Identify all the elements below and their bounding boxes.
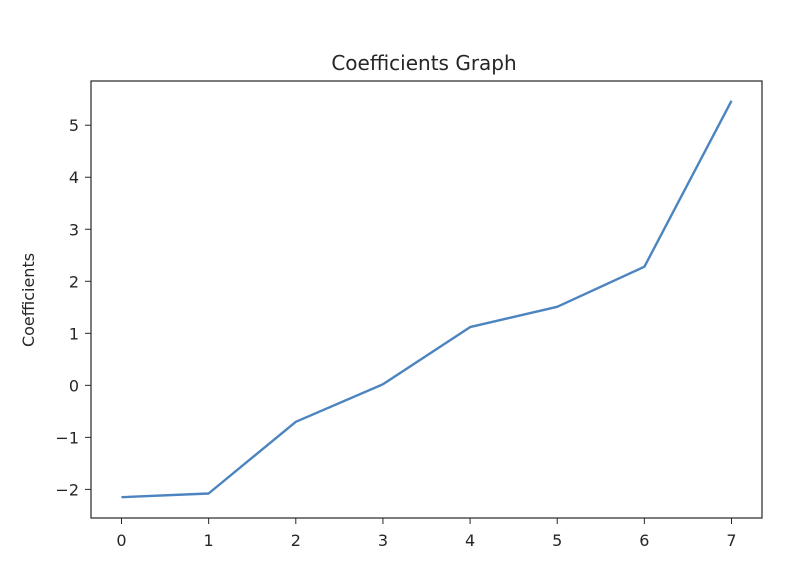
x-tick-label: 0 bbox=[116, 531, 126, 550]
chart-title: Coefficients Graph bbox=[331, 51, 516, 75]
y-tick-label: 3 bbox=[69, 220, 79, 239]
y-tick-label: 1 bbox=[69, 324, 79, 343]
x-axis: 0 1 2 3 4 5 6 7 bbox=[116, 518, 737, 550]
series-line bbox=[121, 100, 733, 499]
y-tick-label: 4 bbox=[69, 168, 79, 187]
y-tick-label: −2 bbox=[55, 480, 79, 499]
x-tick-label: 7 bbox=[726, 531, 736, 550]
plot-area-frame bbox=[90, 80, 763, 519]
y-tick-label: −1 bbox=[55, 428, 79, 447]
x-tick-label: 2 bbox=[291, 531, 301, 550]
y-axis-label: Coefficients bbox=[19, 253, 38, 347]
series-layer bbox=[121, 100, 733, 499]
x-tick-label: 6 bbox=[639, 531, 649, 550]
x-tick-label: 3 bbox=[378, 531, 388, 550]
y-tick-label: 5 bbox=[69, 116, 79, 135]
x-tick-label: 5 bbox=[552, 531, 562, 550]
x-tick-label: 1 bbox=[204, 531, 214, 550]
y-axis: −2 −1 0 1 2 3 4 5 bbox=[55, 116, 91, 499]
y-tick-label: 2 bbox=[69, 272, 79, 291]
y-tick-label: 0 bbox=[69, 376, 79, 395]
x-tick-label: 4 bbox=[465, 531, 475, 550]
